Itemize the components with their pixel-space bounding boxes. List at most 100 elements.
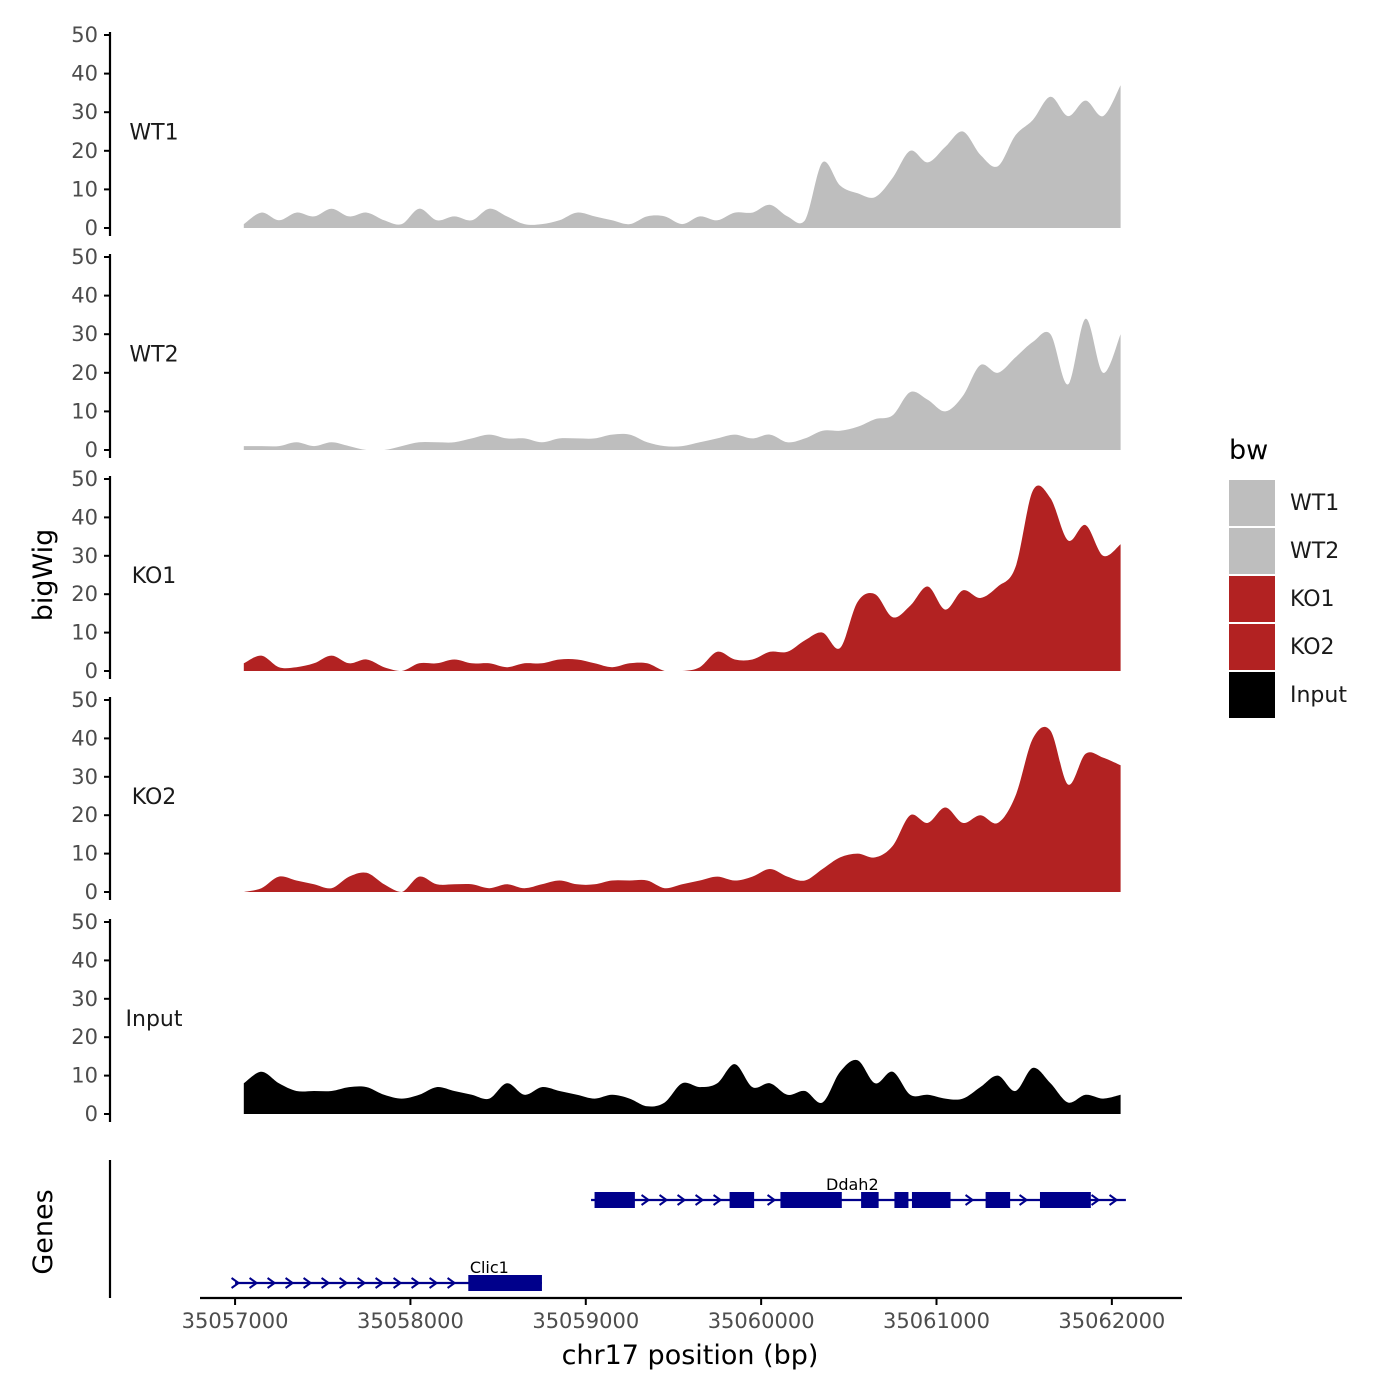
strand-arrow — [676, 1194, 687, 1206]
y-tick-label: 20 — [71, 1025, 98, 1049]
exon — [468, 1275, 542, 1291]
track-input: 0 10 20 30 40 50 Input — [71, 910, 1121, 1126]
y-tick-label: 0 — [85, 216, 98, 240]
track-label: WT2 — [129, 343, 178, 368]
y-tick-label: 0 — [85, 438, 98, 462]
strand-arrow — [1108, 1194, 1119, 1206]
y-tick-label: 10 — [71, 399, 98, 423]
strand-arrow — [338, 1277, 349, 1289]
strand-arrow — [640, 1194, 651, 1206]
y-tick-label: 10 — [71, 621, 98, 645]
y-tick-label: 0 — [85, 1102, 98, 1126]
exon — [894, 1192, 909, 1208]
legend-swatch-ko1 — [1229, 576, 1275, 622]
area-wt1 — [243, 85, 1121, 228]
track-label: WT1 — [129, 121, 178, 146]
strand-arrow — [712, 1194, 723, 1206]
legend-swatch-wt2 — [1229, 528, 1275, 574]
x-tick-label: 35061000 — [883, 1309, 990, 1333]
area-input — [243, 1059, 1121, 1114]
strand-arrow — [964, 1194, 975, 1206]
y-axis-title: bigWig — [28, 529, 59, 622]
y-tick-label: 20 — [71, 582, 98, 606]
y-tick-label: 10 — [71, 842, 98, 866]
strand-arrow — [248, 1277, 259, 1289]
y-tick-label: 20 — [71, 803, 98, 827]
x-axis: 35057000 35058000 35059000 35060000 35061000… — [182, 1296, 1182, 1333]
area-ko1 — [243, 485, 1121, 671]
strand-arrow — [392, 1277, 403, 1289]
legend-swatch-ko2 — [1229, 624, 1275, 670]
legend-label-ko2: KO2 — [1290, 635, 1335, 660]
legend-swatch-wt1 — [1229, 480, 1275, 526]
x-tick-label: 35059000 — [532, 1309, 639, 1333]
x-axis-title: chr17 position (bp) — [562, 1340, 819, 1371]
genes-panel: Clic1 Ddah2 — [108, 1160, 1126, 1298]
y-tick-label: 20 — [71, 139, 98, 163]
gene-label: Ddah2 — [826, 1175, 879, 1194]
y-tick-label: 20 — [71, 361, 98, 385]
x-tick-label: 35060000 — [708, 1309, 815, 1333]
y-tick-label: 30 — [71, 765, 98, 789]
gene-label: Clic1 — [470, 1258, 509, 1277]
strand-arrow — [356, 1277, 367, 1289]
strand-arrow — [694, 1194, 705, 1206]
track-label: Input — [126, 1007, 183, 1032]
legend: bw WT1 WT2 KO1 KO2 Input — [1229, 435, 1347, 718]
y-tick-label: 10 — [71, 1064, 98, 1088]
y-tick-label: 0 — [85, 880, 98, 904]
strand-arrow — [374, 1277, 385, 1289]
x-tick-label: 35058000 — [357, 1309, 464, 1333]
signal-tracks: 0 10 20 30 40 50 WT1 0 10 20 30 40 50 WT2 0 10 20 30 40 50 K… — [71, 23, 1121, 1126]
y-tick-label: 30 — [71, 322, 98, 346]
strand-arrow — [1018, 1194, 1029, 1206]
y-tick-label: 40 — [71, 505, 98, 529]
strand-arrow — [428, 1277, 439, 1289]
y-tick-label: 10 — [71, 177, 98, 201]
y-tick-label: 40 — [71, 726, 98, 750]
strand-arrow — [320, 1277, 331, 1289]
legend-swatch-input — [1229, 672, 1275, 718]
strand-arrow — [302, 1277, 313, 1289]
y-tick-label: 50 — [71, 910, 98, 934]
exon — [780, 1192, 842, 1208]
track-label: KO2 — [132, 785, 177, 810]
strand-arrow — [1090, 1194, 1101, 1206]
strand-arrow — [766, 1194, 777, 1206]
area-wt2 — [243, 318, 1121, 450]
strand-arrow — [266, 1277, 277, 1289]
exon — [1039, 1192, 1091, 1208]
strand-arrow — [410, 1277, 421, 1289]
strand-arrow — [284, 1277, 295, 1289]
exon — [911, 1192, 951, 1208]
y-tick-label: 30 — [71, 987, 98, 1011]
y-tick-label: 30 — [71, 544, 98, 568]
exon — [861, 1192, 879, 1208]
exon — [985, 1192, 1011, 1208]
y-tick-label: 0 — [85, 659, 98, 683]
track-wt1: 0 10 20 30 40 50 WT1 — [71, 23, 1121, 240]
gene-ddah2: Ddah2 — [591, 1175, 1126, 1208]
gene-clic1: Clic1 — [230, 1258, 542, 1291]
x-tick-label: 35057000 — [182, 1309, 289, 1333]
genes-axis-title: Genes — [28, 1189, 59, 1274]
legend-label-wt2: WT2 — [1290, 539, 1339, 564]
exon — [729, 1192, 755, 1208]
legend-label-input: Input — [1290, 683, 1347, 708]
legend-label-wt1: WT1 — [1290, 491, 1339, 516]
strand-arrow — [230, 1277, 241, 1289]
area-ko2 — [243, 726, 1121, 892]
exon — [594, 1192, 635, 1208]
track-ko1: 0 10 20 30 40 50 KO1 — [71, 467, 1121, 683]
y-tick-label: 50 — [71, 245, 98, 269]
y-tick-label: 50 — [71, 688, 98, 712]
strand-arrow — [658, 1194, 669, 1206]
y-tick-label: 50 — [71, 23, 98, 47]
y-tick-label: 50 — [71, 467, 98, 491]
y-tick-label: 30 — [71, 100, 98, 124]
strand-arrow — [446, 1277, 457, 1289]
track-ko2: 0 10 20 30 40 50 KO2 — [71, 688, 1121, 904]
y-tick-label: 40 — [71, 284, 98, 308]
y-tick-label: 40 — [71, 62, 98, 86]
